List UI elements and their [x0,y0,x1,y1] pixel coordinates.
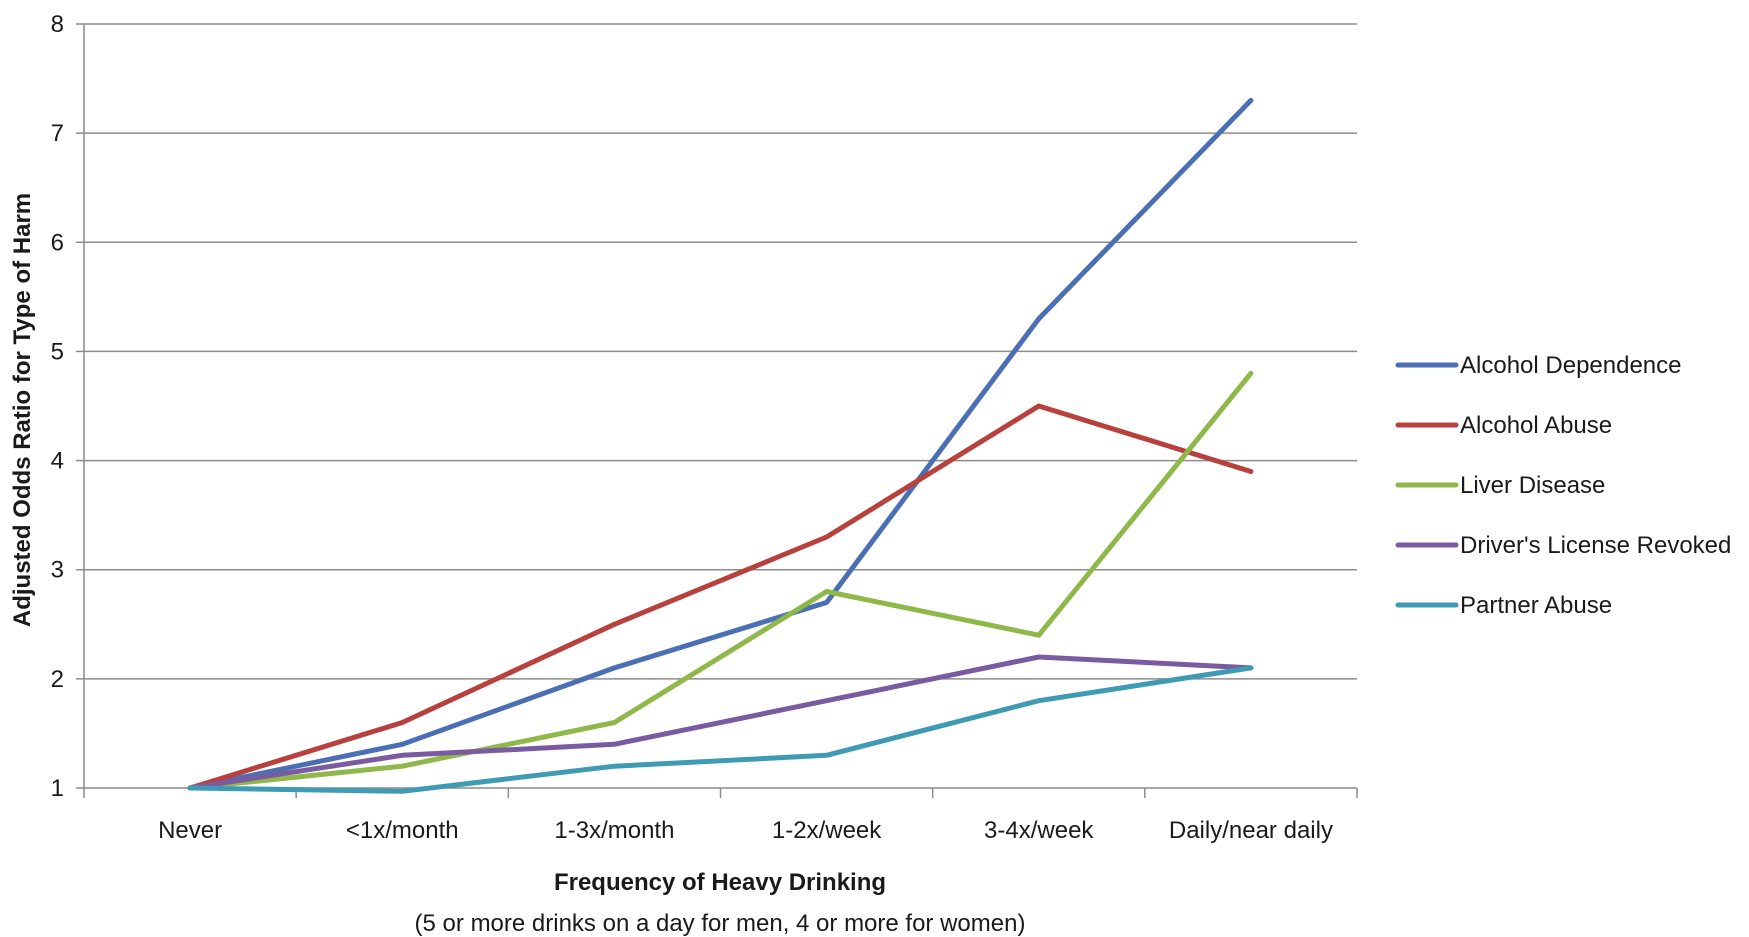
legend-label: Partner Abuse [1460,592,1612,619]
x-tick-label: 3-4x/week [984,817,1094,844]
axes: 1 2 3 4 5 6 7 8 Never <1x/month 1-3x/month 1-2x/wee… [51,11,1358,844]
x-axis-subtitle: (5 or more drinks on a day for men, 4 or… [415,910,1026,937]
legend-label: Liver Disease [1460,472,1605,499]
series-line-4 [187,665,1254,794]
y-tick-label: 7 [51,120,64,147]
series-line-0 [187,97,1254,791]
x-tick-label: <1x/month [346,817,459,844]
series-line-1 [187,403,1254,791]
series-lines [187,97,1254,794]
y-tick-label: 5 [51,338,64,365]
y-tick-label: 4 [51,448,64,475]
legend-label: Alcohol Abuse [1460,412,1612,439]
legend-label: Driver's License Revoked [1460,532,1731,559]
x-tick-label: Never [158,817,222,844]
y-tick-label: 6 [51,229,64,256]
x-axis-title: Frequency of Heavy Drinking [554,869,886,896]
y-tick-label: 8 [51,11,64,38]
series-line-3 [187,654,1254,791]
y-tick-label: 2 [51,666,64,693]
x-tick-label: 1-3x/month [554,817,674,844]
gridlines [84,23,1357,680]
y-tick-label: 1 [51,775,64,802]
y-tick-label: 3 [51,557,64,584]
x-tick-label: Daily/near daily [1169,817,1333,844]
y-axis-title: Adjusted Odds Ratio for Type of Harm [9,193,36,627]
legend: Alcohol Dependence Alcohol Abuse Liver Dis… [1395,352,1731,619]
legend-label: Alcohol Dependence [1460,352,1682,379]
x-tick-label: 1-2x/week [772,817,882,844]
series-line-2 [187,370,1254,791]
